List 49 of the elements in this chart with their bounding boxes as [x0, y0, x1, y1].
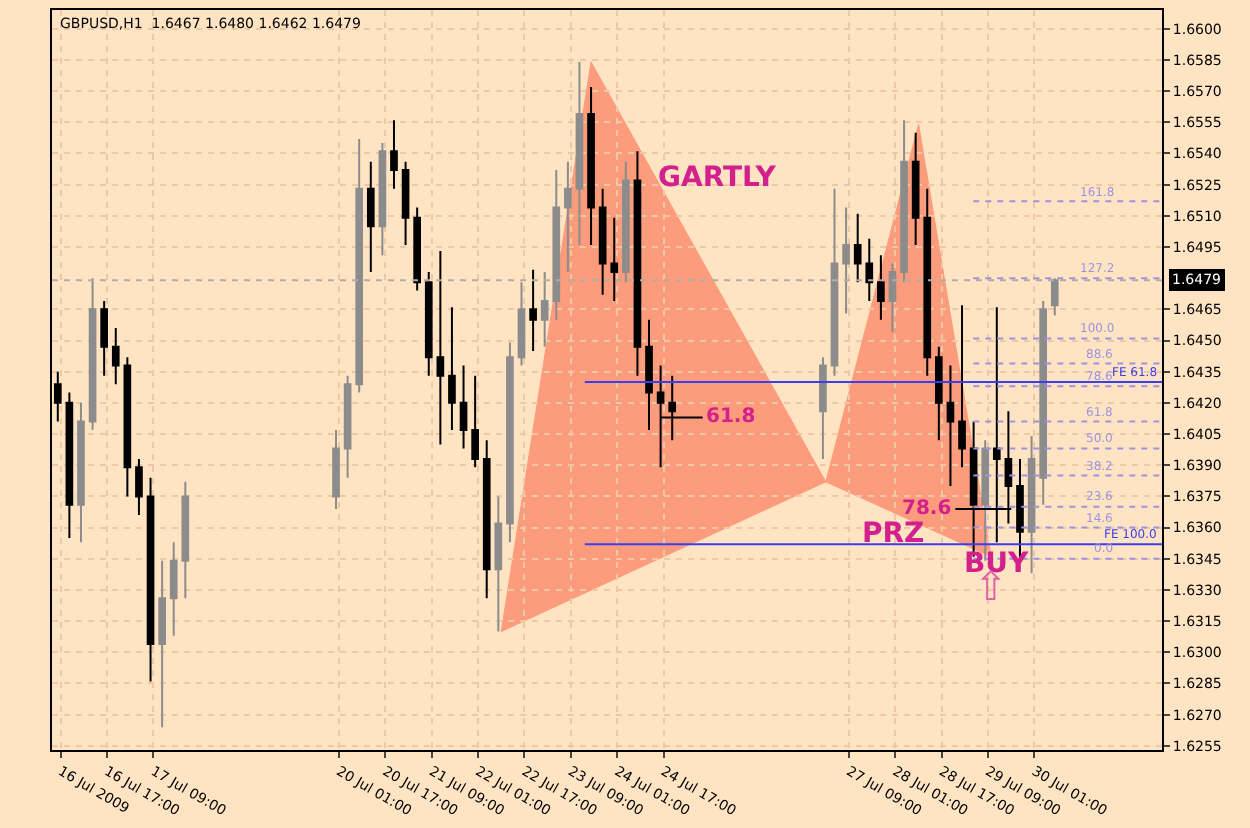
- candlestick: [517, 281, 526, 367]
- candlestick: [77, 401, 85, 544]
- candlestick: [436, 250, 445, 446]
- candlestick: [1039, 300, 1048, 506]
- annotation: 61.8: [706, 406, 756, 428]
- candlestick: [378, 142, 387, 257]
- candlestick: [343, 374, 352, 479]
- candlestick: [506, 341, 514, 544]
- candlestick: [135, 457, 143, 517]
- annotation: PRZ: [862, 518, 925, 550]
- annotation: 78.6: [902, 498, 952, 520]
- candlestick: [645, 318, 653, 431]
- candlestick: [146, 476, 155, 683]
- candlestick: [123, 356, 132, 498]
- candlestick: [529, 268, 537, 352]
- candlestick: [842, 206, 850, 315]
- candlestick: [355, 137, 364, 394]
- annotation: GARTLY: [658, 162, 778, 194]
- candlestick: [946, 364, 955, 488]
- candlestick: [900, 119, 908, 284]
- candlestick: [390, 119, 398, 190]
- candlestick: [877, 254, 885, 321]
- candlestick: [888, 262, 897, 334]
- candlestick: [830, 187, 839, 377]
- candlestick: [158, 559, 166, 729]
- candlestick: [1027, 435, 1036, 575]
- candlestick: [482, 439, 491, 600]
- candlestick: [494, 495, 503, 633]
- candlestick: [100, 300, 108, 377]
- candlestick: [819, 356, 827, 460]
- candlestick: [413, 206, 421, 292]
- candlestick: [424, 270, 433, 377]
- candlestick: [111, 327, 120, 386]
- candlestick: [587, 85, 595, 246]
- candlestick: [622, 160, 630, 284]
- candlestick: [401, 160, 410, 246]
- candlestick: [65, 391, 74, 539]
- candlestick: [332, 428, 340, 510]
- candlestick: [88, 277, 97, 431]
- candlestick: [564, 160, 572, 273]
- candlestick: [459, 364, 468, 450]
- candlestick: [935, 345, 943, 442]
- candlestick: [1050, 277, 1059, 317]
- candlestick: [575, 60, 584, 246]
- candlestick: [958, 304, 966, 469]
- candlestick: [633, 150, 642, 377]
- candlestick: [471, 374, 479, 469]
- candlestick: [366, 160, 375, 273]
- candlestick: [448, 306, 456, 431]
